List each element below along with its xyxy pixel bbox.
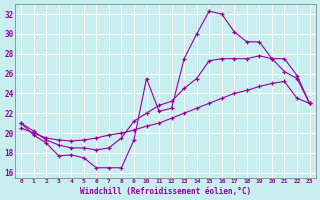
X-axis label: Windchill (Refroidissement éolien,°C): Windchill (Refroidissement éolien,°C) — [80, 187, 251, 196]
